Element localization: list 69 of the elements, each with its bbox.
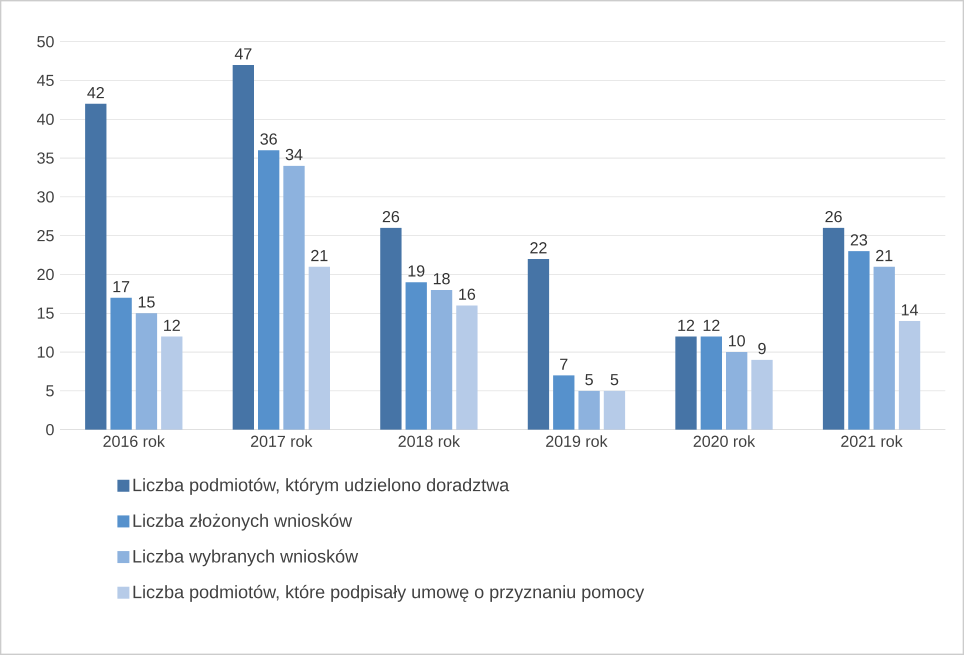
data-label: 47 bbox=[234, 48, 252, 60]
data-label: 23 bbox=[850, 234, 868, 246]
bar bbox=[258, 150, 280, 430]
bar bbox=[161, 336, 182, 430]
data-label: 12 bbox=[164, 320, 180, 331]
bar bbox=[232, 64, 254, 430]
bar bbox=[898, 321, 920, 430]
bar bbox=[675, 336, 697, 430]
data-label: 7 bbox=[560, 358, 568, 370]
data-label: 19 bbox=[408, 265, 424, 277]
y-tick-label: 25 bbox=[37, 230, 54, 242]
y-tick-label: 0 bbox=[46, 424, 54, 436]
bar bbox=[406, 282, 427, 430]
data-label: 34 bbox=[286, 148, 302, 160]
bar bbox=[822, 228, 844, 430]
data-label: 5 bbox=[610, 374, 618, 386]
bar bbox=[874, 266, 895, 430]
legend-label: Liczba wybranych wniosków bbox=[134, 549, 358, 566]
data-label: 15 bbox=[138, 296, 155, 308]
data-label: 18 bbox=[434, 273, 450, 284]
bar bbox=[848, 251, 870, 430]
y-tick-label: 20 bbox=[37, 268, 54, 280]
data-label: 12 bbox=[704, 320, 720, 331]
bar bbox=[380, 228, 402, 430]
y-tick-label: 40 bbox=[36, 114, 54, 125]
x-tick-label: 2019 rok bbox=[546, 435, 608, 447]
data-label: 21 bbox=[311, 250, 328, 262]
data-label: 12 bbox=[678, 320, 694, 331]
y-tick-label: 35 bbox=[37, 152, 54, 164]
y-tick-label: 30 bbox=[37, 191, 54, 203]
data-label: 26 bbox=[382, 210, 400, 222]
bar bbox=[578, 390, 600, 430]
x-tick-label: 2017 rok bbox=[251, 435, 312, 447]
data-label: 17 bbox=[113, 281, 130, 292]
x-tick-label: 2016 rok bbox=[103, 435, 165, 447]
y-tick-label: 5 bbox=[46, 385, 54, 396]
bar bbox=[430, 290, 452, 430]
bar bbox=[604, 390, 626, 430]
bar bbox=[85, 104, 106, 430]
data-label: 36 bbox=[260, 133, 277, 145]
data-label: 22 bbox=[530, 242, 547, 254]
legend-label: Liczba złożonych wniosków bbox=[134, 514, 352, 531]
data-label: 5 bbox=[585, 374, 593, 386]
bar bbox=[456, 305, 478, 430]
bar bbox=[553, 375, 574, 430]
bar bbox=[700, 336, 722, 430]
bar bbox=[283, 166, 305, 430]
bar bbox=[726, 352, 748, 430]
data-label: 10 bbox=[728, 335, 745, 346]
legend-label: Liczba podmiotów, którym udzielono doradztwa bbox=[134, 478, 510, 495]
data-label: 21 bbox=[876, 250, 892, 262]
x-tick-label: 2018 rok bbox=[398, 435, 460, 447]
data-label: 16 bbox=[459, 288, 476, 300]
x-tick-label: 2020 rok bbox=[694, 435, 756, 447]
data-label: 26 bbox=[825, 210, 842, 222]
bar bbox=[751, 360, 773, 430]
bar bbox=[528, 258, 550, 430]
y-tick-label: 10 bbox=[38, 346, 54, 358]
y-tick-label: 45 bbox=[36, 74, 54, 86]
bar bbox=[136, 313, 158, 430]
data-label: 14 bbox=[902, 304, 918, 316]
bar bbox=[308, 266, 330, 430]
y-tick-label: 50 bbox=[37, 36, 54, 48]
y-tick-label: 15 bbox=[38, 308, 54, 319]
x-tick-label: 2021 rok bbox=[841, 435, 903, 447]
data-label: 9 bbox=[758, 342, 766, 354]
data-label: 42 bbox=[87, 86, 104, 98]
bar bbox=[110, 298, 132, 430]
legend-label: Liczba podmiotów, które podpisały umowę o przyznaniu pomocy bbox=[134, 584, 644, 602]
